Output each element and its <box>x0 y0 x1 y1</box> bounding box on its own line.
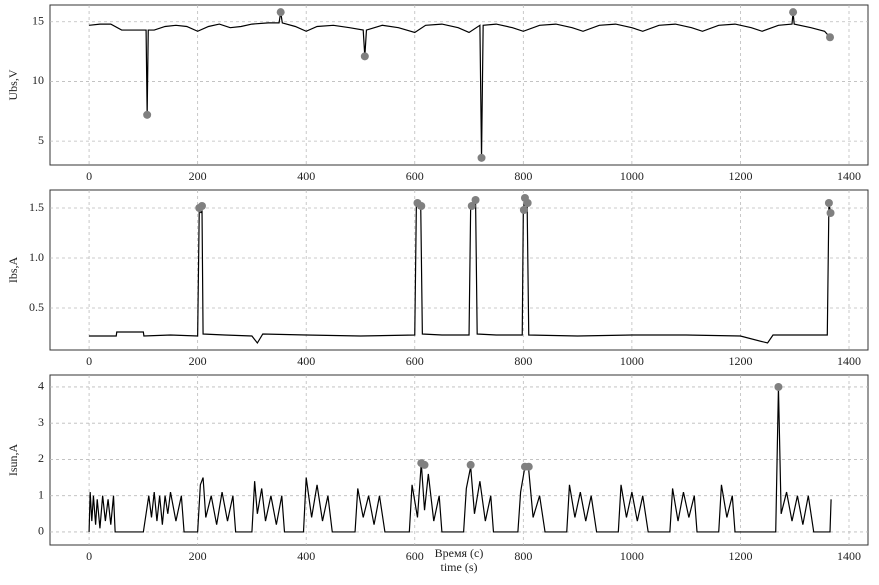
y-tick-label: 5 <box>38 133 44 147</box>
data-line <box>89 12 832 158</box>
x-tick-label: 1400 <box>837 549 861 563</box>
x-tick-label: 0 <box>86 169 92 183</box>
highlight-point <box>774 382 783 391</box>
highlight-point <box>471 196 480 204</box>
y-tick-label: 4 <box>38 379 44 393</box>
highlight-point <box>826 209 835 217</box>
highlight-point <box>524 462 533 471</box>
highlight-point <box>477 153 486 162</box>
x-tick-label: 0 <box>86 354 92 368</box>
x-tick-label: 1400 <box>837 354 861 368</box>
highlight-point <box>143 110 152 119</box>
y-axis-label: Isun,A <box>6 444 20 477</box>
y-tick-label: 1.5 <box>29 200 44 214</box>
highlight-point <box>523 199 532 207</box>
x-tick-label: 0 <box>86 549 92 563</box>
x-tick-label: 400 <box>297 354 315 368</box>
x-tick-label: 1400 <box>837 169 861 183</box>
highlight-point <box>466 460 475 469</box>
highlight-point <box>824 199 833 207</box>
x-tick-label: 1000 <box>620 354 644 368</box>
x-tick-label: 400 <box>297 549 315 563</box>
figure-x-label: time (s) <box>441 560 478 574</box>
highlight-point <box>789 8 798 17</box>
x-tick-label: 600 <box>406 354 424 368</box>
highlight-point <box>420 460 429 469</box>
highlight-point <box>360 52 369 61</box>
x-tick-label: 800 <box>514 169 532 183</box>
x-tick-label: 600 <box>406 169 424 183</box>
y-tick-label: 1 <box>38 487 44 501</box>
x-tick-label: 200 <box>189 169 207 183</box>
y-tick-label: 0 <box>38 524 44 538</box>
x-tick-label: 800 <box>514 354 532 368</box>
highlight-point <box>826 33 835 42</box>
highlight-point <box>519 206 528 214</box>
highlight-point <box>417 202 426 210</box>
y-axis-label: Ibs,A <box>6 257 20 284</box>
x-tick-label: 1000 <box>620 169 644 183</box>
x-tick-label: 200 <box>189 549 207 563</box>
data-line <box>88 386 832 533</box>
y-tick-label: 3 <box>38 415 44 429</box>
plot-area <box>49 374 869 546</box>
highlight-point <box>197 202 206 210</box>
y-tick-label: 15 <box>32 13 44 27</box>
x-tick-label: 1000 <box>620 549 644 563</box>
x-tick-label: 600 <box>406 549 424 563</box>
x-tick-label: 400 <box>297 169 315 183</box>
plot-area <box>49 189 869 351</box>
y-tick-label: 10 <box>32 73 44 87</box>
x-tick-label: 1200 <box>728 354 752 368</box>
highlight-point <box>276 8 285 17</box>
x-tick-label: 1200 <box>728 549 752 563</box>
y-axis-label: Ubs,V <box>6 69 20 100</box>
highlight-point <box>467 202 476 210</box>
y-tick-label: 0.5 <box>29 300 44 314</box>
x-tick-label: 200 <box>189 354 207 368</box>
y-tick-label: 1.0 <box>29 250 44 264</box>
x-axis-label: Время (с) <box>435 546 484 560</box>
x-tick-label: 800 <box>514 549 532 563</box>
x-tick-label: 1200 <box>728 169 752 183</box>
y-tick-label: 2 <box>38 451 44 465</box>
plot-area <box>49 4 869 166</box>
